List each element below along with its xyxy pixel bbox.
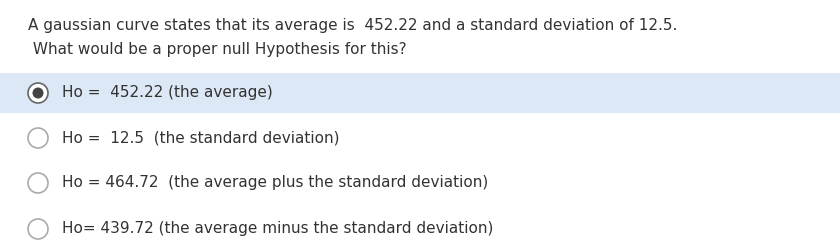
Circle shape xyxy=(28,219,48,239)
Text: A gaussian curve states that its average is  452.22 and a standard deviation of : A gaussian curve states that its average… xyxy=(28,18,677,33)
Text: Ho =  452.22 (the average): Ho = 452.22 (the average) xyxy=(62,85,273,101)
Circle shape xyxy=(28,83,48,103)
Circle shape xyxy=(28,128,48,148)
Text: Ho= 439.72 (the average minus the standard deviation): Ho= 439.72 (the average minus the standa… xyxy=(62,222,493,236)
Text: Ho = 464.72  (the average plus the standard deviation): Ho = 464.72 (the average plus the standa… xyxy=(62,175,488,191)
Bar xyxy=(0,118,840,158)
Circle shape xyxy=(28,173,48,193)
Text: Ho =  12.5  (the standard deviation): Ho = 12.5 (the standard deviation) xyxy=(62,131,339,145)
Bar xyxy=(0,73,840,113)
Bar xyxy=(0,163,840,203)
Bar xyxy=(0,208,840,250)
Circle shape xyxy=(33,87,44,99)
Text: What would be a proper null Hypothesis for this?: What would be a proper null Hypothesis f… xyxy=(28,42,407,57)
